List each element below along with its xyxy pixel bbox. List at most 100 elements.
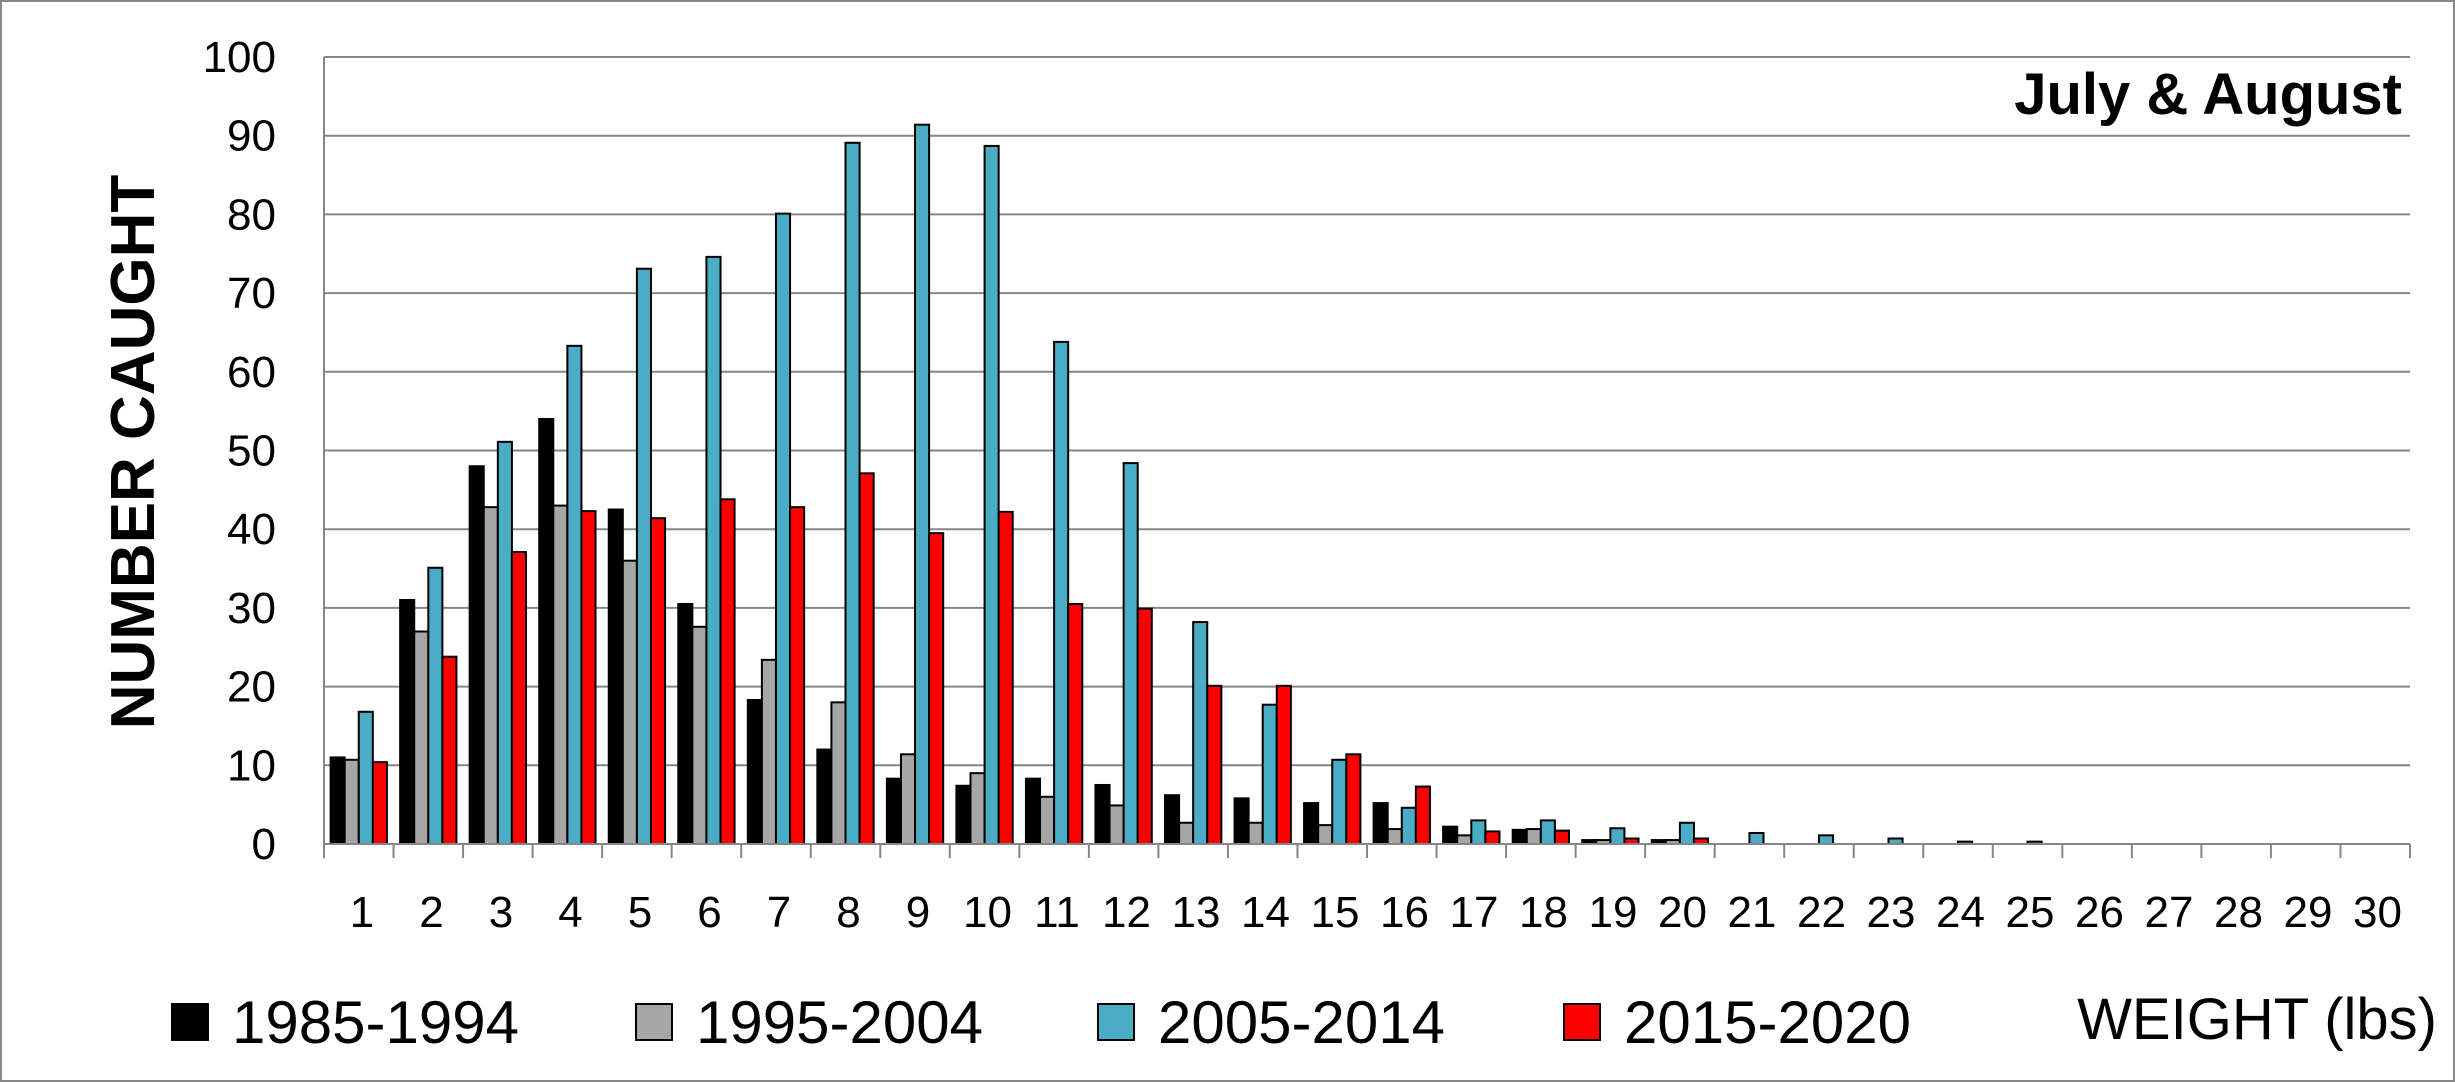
y-axis-tick-labels: 0 10 20 30 40 50 60 70 80 90 100 — [203, 33, 276, 869]
bar-1995-2004-9 — [899, 753, 917, 845]
bar-2005-2014-14 — [1261, 703, 1278, 845]
bar-2015-2020-6 — [719, 498, 736, 845]
bar-2005-2014-10 — [983, 144, 1000, 845]
legend-item-2005-2014: 2005-2014 — [1097, 989, 1445, 1056]
bar-1995-2004-18 — [1525, 828, 1542, 845]
y-tick-label: 30 — [227, 584, 276, 633]
bar-1995-2004-10 — [969, 772, 986, 845]
bar-1985-1994-9 — [885, 777, 902, 846]
bar-2015-2020-10 — [997, 510, 1014, 845]
y-tick-label: 50 — [227, 427, 276, 476]
y-axis-title: NUMBER CAUGHT — [99, 175, 168, 730]
x-tick-label: 23 — [1867, 888, 1916, 937]
x-tick-label: 1 — [350, 888, 374, 937]
bar-2005-2014-2 — [427, 566, 444, 845]
bar-2005-2014-12 — [1122, 462, 1139, 845]
x-tick-label: 24 — [1936, 888, 1985, 937]
bar-2015-2020-16 — [1414, 785, 1431, 846]
x-tick-label: 2 — [419, 888, 443, 937]
bar-1985-1994-7 — [746, 698, 763, 845]
bar-2005-2014-21 — [1748, 831, 1765, 845]
legend-swatch — [171, 1003, 209, 1041]
x-tick-label: 5 — [628, 888, 652, 937]
legend-swatch — [1563, 1003, 1601, 1041]
bar-1985-1994-2 — [399, 599, 416, 846]
y-tick-label: 40 — [227, 505, 276, 554]
legend-label: 1985-1994 — [232, 989, 519, 1056]
bar-2005-2014-16 — [1400, 806, 1417, 845]
bar-1995-2004-8 — [830, 701, 847, 846]
y-tick-label: 70 — [227, 269, 276, 318]
x-tick-label: 8 — [836, 888, 860, 937]
chart-title: July & August — [2014, 62, 2402, 127]
bar-1995-2004-3 — [482, 506, 499, 845]
bar-1985-1994-11 — [1024, 777, 1042, 846]
x-tick-label: 28 — [2214, 888, 2263, 937]
bar-1995-2004-13 — [1178, 821, 1195, 845]
x-tick-label: 26 — [2075, 888, 2124, 937]
y-tick-label: 80 — [227, 190, 276, 239]
bar-2015-2020-14 — [1275, 684, 1292, 845]
x-tick-label: 9 — [906, 888, 930, 937]
bar-1995-2004-14 — [1247, 821, 1264, 845]
bar-2015-2020-17 — [1484, 830, 1501, 846]
bar-2015-2020-7 — [789, 506, 806, 845]
x-tick-label: 17 — [1450, 888, 1499, 937]
x-tick-label: 4 — [558, 888, 582, 937]
bar-1995-2004-6 — [691, 625, 708, 846]
bar-2005-2014-4 — [566, 344, 583, 845]
bar-1995-2004-4 — [552, 504, 569, 845]
x-tick-label: 15 — [1311, 888, 1360, 937]
bar-2005-2014-17 — [1470, 819, 1487, 846]
y-tick-label: 60 — [227, 348, 276, 397]
bar-1985-1994-17 — [1442, 825, 1459, 845]
x-tick-label: 18 — [1519, 888, 1568, 937]
y-tick-label: 90 — [227, 112, 276, 161]
bar-2005-2014-20 — [1678, 821, 1695, 845]
bar-series-group — [329, 123, 2043, 846]
x-tick-label: 7 — [767, 888, 791, 937]
y-tick-label: 100 — [203, 33, 276, 82]
legend: 1985-1994 1995-2004 2005-2014 2015-2020 — [171, 989, 1911, 1056]
bar-1985-1994-3 — [468, 465, 485, 845]
bar-1985-1994-10 — [955, 784, 972, 846]
legend-label: 1995-2004 — [696, 989, 983, 1056]
x-tick-label: 20 — [1658, 888, 1707, 937]
bar-1985-1994-16 — [1372, 802, 1389, 845]
bar-2015-2020-13 — [1206, 684, 1223, 845]
bar-2005-2014-15 — [1331, 758, 1348, 846]
bar-1995-2004-1 — [343, 758, 360, 846]
x-tick-label: 27 — [2145, 888, 2194, 937]
bar-2015-2020-8 — [858, 472, 875, 845]
bar-2005-2014-22 — [1817, 834, 1835, 846]
gridlines — [324, 56, 2410, 767]
legend-swatch — [1097, 1003, 1135, 1041]
bar-2015-2020-5 — [649, 517, 667, 845]
x-tick-label: 12 — [1102, 888, 1151, 937]
bar-2015-2020-15 — [1345, 753, 1362, 845]
x-axis — [323, 57, 2411, 858]
bar-2005-2014-19 — [1609, 827, 1626, 846]
bar-1985-1994-6 — [677, 602, 694, 846]
bar-2015-2020-1 — [371, 761, 388, 845]
x-tick-label: 30 — [2353, 888, 2402, 937]
x-tick-label: 10 — [963, 888, 1012, 937]
bar-1995-2004-16 — [1386, 828, 1403, 845]
legend-swatch — [635, 1003, 673, 1041]
bar-1995-2004-12 — [1108, 804, 1125, 846]
bar-2005-2014-9 — [914, 123, 931, 845]
bar-1985-1994-15 — [1303, 802, 1320, 845]
bar-1995-2004-17 — [1456, 834, 1473, 846]
legend-label: 2015-2020 — [1624, 989, 1911, 1056]
x-axis-tick-labels: 1 2 3 4 5 6 7 8 9 10 11 12 13 14 15 16 17 18 19 20 21 22 23 24 2… — [350, 888, 2402, 937]
bar-2005-2014-18 — [1539, 819, 1556, 846]
bar-2005-2014-6 — [705, 255, 722, 845]
bar-2005-2014-8 — [844, 141, 861, 845]
x-tick-label: 29 — [2284, 888, 2333, 937]
bar-1995-2004-7 — [760, 658, 777, 845]
bar-2005-2014-5 — [635, 267, 652, 845]
bar-2005-2014-13 — [1192, 621, 1209, 845]
x-tick-label: 14 — [1241, 888, 1290, 937]
legend-item-1985-1994: 1985-1994 — [171, 989, 519, 1056]
